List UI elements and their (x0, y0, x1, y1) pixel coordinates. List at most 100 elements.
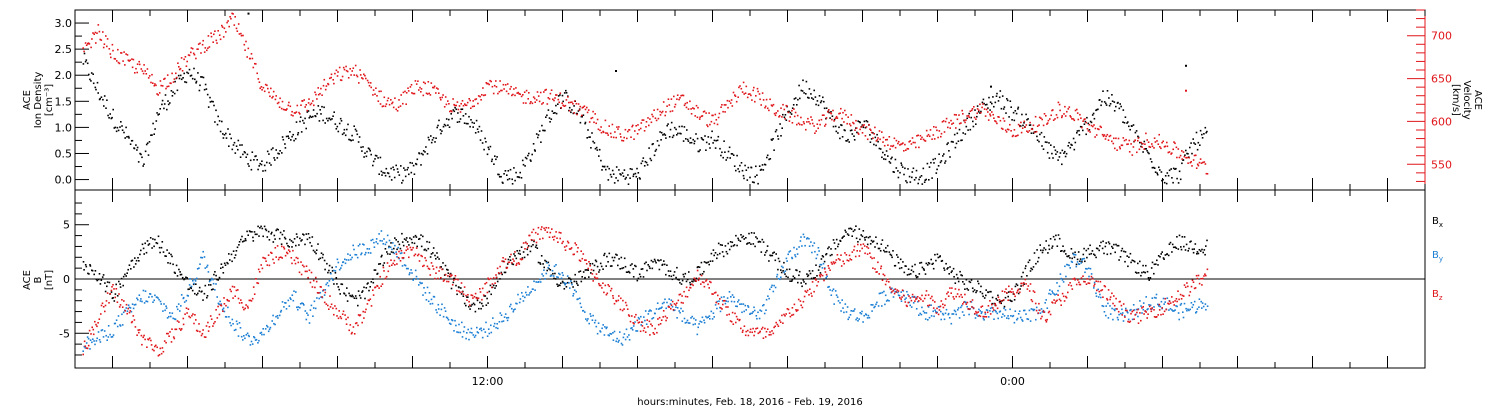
bz-point (462, 293, 465, 295)
by-point (441, 303, 443, 306)
bx-point (340, 283, 342, 285)
density-point (463, 122, 466, 124)
by-point (1007, 317, 1010, 320)
bz-point (357, 324, 359, 327)
bz-point (625, 304, 628, 307)
bx-point (126, 272, 128, 274)
bx-point (872, 240, 875, 242)
velocity-point (864, 135, 867, 137)
bx-point (338, 288, 340, 291)
bx-point (1027, 261, 1030, 264)
velocity-point (1204, 163, 1207, 165)
density-point (448, 126, 451, 128)
bz-point (339, 315, 342, 318)
bz-point (531, 231, 533, 234)
velocity-point (630, 136, 632, 138)
bx-point (577, 284, 579, 286)
bz-point (560, 232, 562, 234)
bz-point (659, 323, 662, 325)
velocity-point (365, 77, 367, 80)
bz-point (115, 288, 118, 290)
velocity-point (769, 98, 771, 101)
bz-point (340, 317, 343, 320)
velocity-point (1028, 130, 1031, 132)
density-point (769, 158, 772, 160)
by-point (735, 305, 737, 307)
bx-point (368, 289, 370, 292)
bz-point (413, 254, 416, 257)
velocity-point (118, 62, 121, 65)
by-point (304, 310, 307, 312)
bx-point (206, 295, 209, 297)
by-point (362, 243, 364, 245)
velocity-point (610, 136, 613, 138)
by-point (873, 306, 875, 309)
by-point (565, 282, 567, 285)
bx-point (204, 284, 207, 287)
by-point (965, 301, 967, 304)
bx-point (484, 295, 487, 297)
by-point (349, 254, 351, 256)
bz-point (397, 256, 400, 259)
velocity-point (1168, 151, 1171, 153)
velocity-point (1167, 151, 1170, 154)
bz-point (774, 325, 776, 328)
velocity-point (877, 137, 879, 139)
bx-point (359, 297, 362, 299)
by-point (668, 298, 670, 300)
bz-point (700, 274, 703, 277)
density-point (458, 120, 461, 123)
velocity-point (333, 82, 335, 85)
density-point (671, 136, 674, 139)
density-point (565, 92, 568, 94)
density-tick-label: 2.5 (55, 43, 73, 56)
velocity-point (1140, 141, 1142, 144)
velocity-point (823, 114, 825, 116)
bz-point (91, 326, 93, 329)
by-point (1187, 308, 1189, 311)
by-point (308, 322, 311, 324)
bz-point (703, 281, 705, 284)
bx-point (110, 291, 113, 293)
velocity-point (1172, 148, 1174, 151)
velocity-point (122, 60, 124, 62)
density-point (848, 141, 850, 143)
velocity-point (1019, 125, 1021, 128)
bz-point (664, 315, 667, 318)
velocity-point (1182, 151, 1185, 153)
density-point (1082, 129, 1084, 132)
velocity-point (1132, 146, 1135, 148)
velocity-point (557, 98, 560, 101)
by-point (1065, 275, 1067, 278)
bx-point (1104, 245, 1107, 248)
velocity-point (772, 103, 775, 106)
velocity-point (281, 100, 284, 103)
bx-point (1071, 257, 1073, 260)
bz-point (208, 326, 211, 328)
density-point (218, 120, 221, 122)
by-point (392, 242, 394, 244)
bz-point (270, 251, 272, 254)
bz-point (271, 252, 273, 254)
density-point (239, 156, 242, 158)
bz-point (567, 242, 570, 244)
density-point (1127, 121, 1129, 123)
velocity-point (505, 90, 508, 93)
bz-point (481, 298, 483, 301)
bz-point (689, 287, 692, 289)
bx-point (1204, 253, 1206, 256)
velocity-point (384, 105, 387, 108)
bx-point (790, 280, 793, 282)
by-point (125, 307, 128, 309)
bx-point (549, 269, 552, 271)
bx-point (1189, 241, 1191, 243)
velocity-point (192, 52, 195, 55)
by-point (307, 314, 309, 316)
bx-point (962, 281, 964, 283)
by-point (555, 264, 557, 266)
density-point (1179, 178, 1182, 181)
by-point (711, 318, 714, 320)
bx-point (670, 275, 673, 278)
velocity-point (855, 127, 858, 129)
velocity-point (502, 83, 505, 86)
